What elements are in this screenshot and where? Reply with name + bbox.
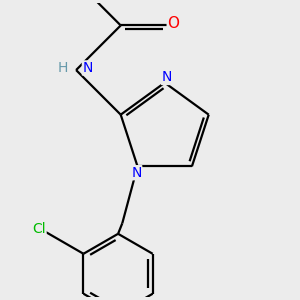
Text: N: N xyxy=(162,70,172,84)
Text: Cl: Cl xyxy=(32,221,46,236)
Text: N: N xyxy=(131,166,142,180)
Text: N: N xyxy=(82,61,93,75)
Text: H: H xyxy=(57,61,68,75)
Text: O: O xyxy=(167,16,179,31)
